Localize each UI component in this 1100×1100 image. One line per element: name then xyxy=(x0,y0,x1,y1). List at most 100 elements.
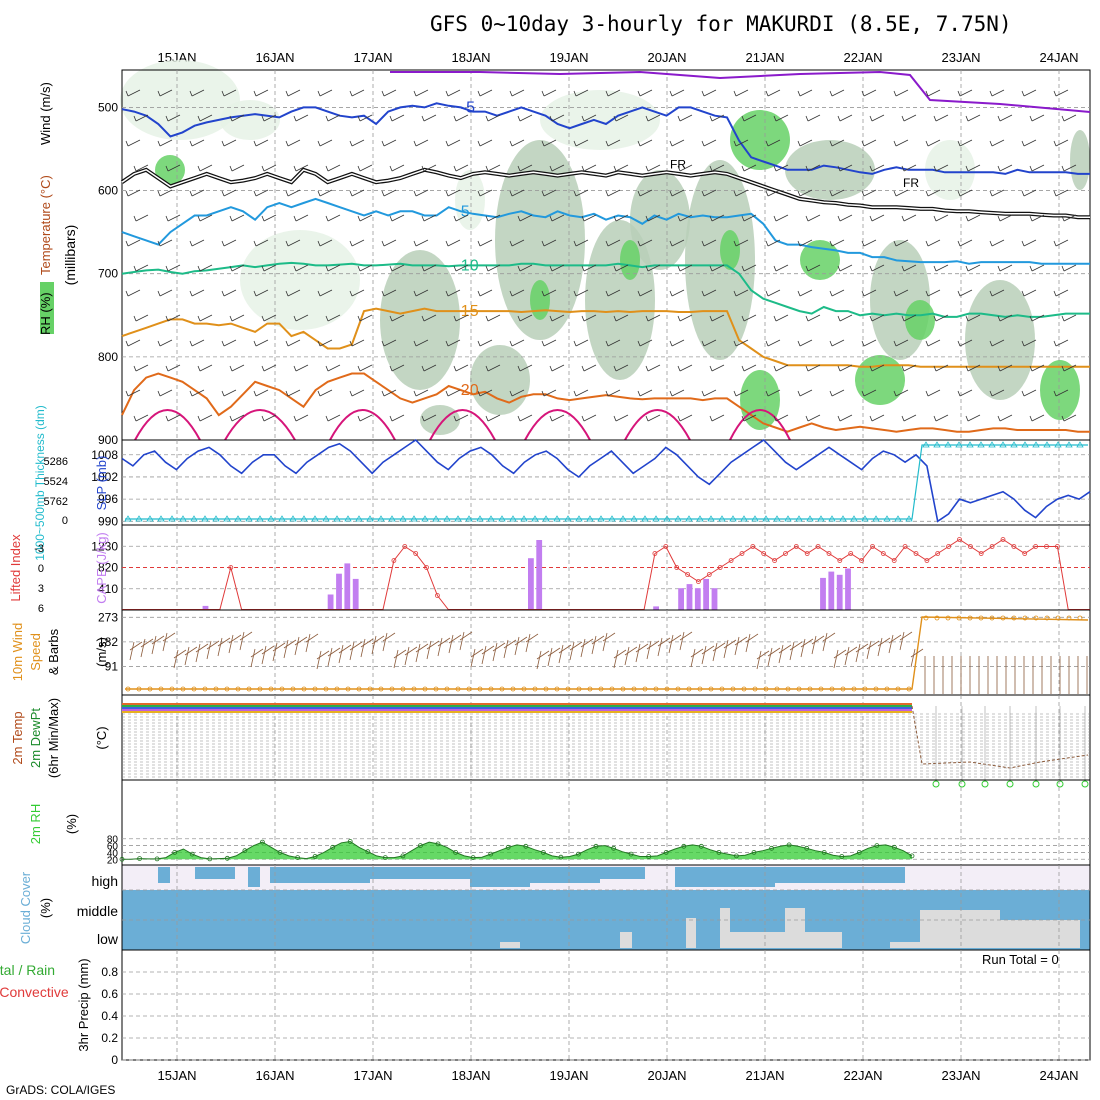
rh-legend-swatch xyxy=(40,282,54,334)
upper-barb-4-0 xyxy=(253,89,269,97)
wind-speed-marker xyxy=(1066,615,1072,621)
rh-point-48 xyxy=(540,850,546,855)
upper-barb-24-11 xyxy=(901,364,917,372)
wind-speed-marker xyxy=(945,615,951,621)
upper-barb-20-10 xyxy=(765,339,781,347)
upper-barb-8-6 xyxy=(381,239,397,247)
upper-barb-27-12 xyxy=(989,389,1005,397)
wind-panel-frame xyxy=(121,609,1091,696)
thickness-line xyxy=(124,441,1088,522)
upper-barb-2-0 xyxy=(189,89,205,97)
wind10m-barb xyxy=(206,640,220,660)
rh-blob-21 xyxy=(620,240,640,280)
wind-speed-marker xyxy=(290,686,296,692)
upper-barb-18-1 xyxy=(709,114,725,122)
thickness-marker xyxy=(872,515,880,522)
wind-speed-marker xyxy=(906,686,912,692)
upper-barb-13-1 xyxy=(549,114,565,122)
upper-barb-21-1 xyxy=(805,114,821,122)
wind-speed-marker xyxy=(543,686,549,692)
upper-barb-25-7 xyxy=(933,264,949,272)
upper-barb-14-3 xyxy=(581,164,597,172)
upper-barb-14-13 xyxy=(581,414,597,422)
temperature-legend-label: Temperature (°C) xyxy=(38,175,53,275)
wind10m-barb xyxy=(833,649,847,669)
upper-barb-26-6 xyxy=(957,239,973,247)
wind-speed-marker xyxy=(653,686,659,692)
thickness-marker xyxy=(1021,441,1029,448)
upper-barb-20-2 xyxy=(765,139,781,147)
rh-blob-14 xyxy=(1040,360,1080,420)
wind-speed-marker xyxy=(675,686,681,692)
thickness-marker xyxy=(1065,441,1073,448)
upper-barb-0-13 xyxy=(133,414,149,422)
upper-barb-8-8 xyxy=(381,289,397,297)
thickness-ytick-1: 5524 xyxy=(44,476,68,488)
lifted-point-84 xyxy=(1033,544,1038,549)
upper-barb-26-5 xyxy=(965,214,981,222)
upper-barb-10-10 xyxy=(445,339,461,347)
upper-barb-16-2 xyxy=(637,139,653,147)
upper-barb-9-1 xyxy=(421,114,437,122)
wind10m-barb xyxy=(536,650,550,670)
upper-barb-25-12 xyxy=(925,389,941,397)
wind10m-barb xyxy=(382,632,396,652)
upper-barb-15-8 xyxy=(605,289,621,297)
thickness-marker xyxy=(421,515,429,522)
upper-barb-18-6 xyxy=(701,239,717,247)
top-date-label-16JAN: 16JAN xyxy=(255,50,294,65)
wind-ytick-273: 273 xyxy=(98,610,118,624)
upper-barb-24-4 xyxy=(893,189,909,197)
cape-bar-67 xyxy=(678,588,684,610)
precip-ylabel-convective: Convective xyxy=(0,984,69,1000)
upper-barb-6-5 xyxy=(325,214,341,222)
upper-barb-18-8 xyxy=(701,289,717,297)
upper-barb-13-11 xyxy=(549,364,565,372)
upper-barb-10-11 xyxy=(453,364,469,372)
upper-barb-24-9 xyxy=(901,314,917,322)
upper-barb-14-5 xyxy=(581,214,597,222)
upper-barb-17-8 xyxy=(669,289,685,297)
thickness-marker xyxy=(388,515,396,522)
cape-bar-69 xyxy=(694,588,701,610)
wind-speed-marker xyxy=(587,686,593,692)
thickness-marker xyxy=(955,441,963,448)
upper-barb-2-6 xyxy=(189,239,205,247)
upper-barb-2-7 xyxy=(197,264,213,272)
upper-barb-15-10 xyxy=(605,339,621,347)
upper-barb-8-12 xyxy=(381,389,397,397)
wind-speed-marker xyxy=(235,686,241,692)
wind-speed-marker xyxy=(829,686,835,692)
thickness-marker xyxy=(1043,441,1051,448)
wind-speed-marker xyxy=(488,686,494,692)
upper-barb-7-9 xyxy=(357,314,373,322)
thickness-marker xyxy=(894,515,902,522)
thickness-marker xyxy=(839,515,847,522)
upper-barb-21-5 xyxy=(805,214,821,222)
wind10m-barb xyxy=(239,631,253,651)
upper-barb-1-12 xyxy=(157,389,173,397)
upper-barb-24-7 xyxy=(901,264,917,272)
lifted-point-73 xyxy=(913,551,919,556)
upper-barb-21-4 xyxy=(797,189,813,197)
wind-speed-marker xyxy=(136,686,142,692)
lifted-point-80 xyxy=(989,544,995,549)
cape-bar-84 xyxy=(820,577,826,610)
upper-barb-27-4 xyxy=(989,189,1005,197)
rh-ylabel: 2m RH xyxy=(28,804,43,844)
upper-barb-22-0 xyxy=(829,89,845,97)
precip-ylabel-total: Total / Rain xyxy=(0,962,55,978)
rh-point-10 xyxy=(207,856,213,862)
upper-barb-9-5 xyxy=(421,214,437,222)
thickness-marker xyxy=(278,515,286,522)
wind-speed-marker xyxy=(1000,615,1006,621)
lifted-point-58 xyxy=(750,544,756,549)
thickness-marker xyxy=(685,515,693,522)
thickness-marker xyxy=(977,441,985,448)
rh-blob-13 xyxy=(965,280,1035,400)
upper-barb-10-2 xyxy=(445,139,461,147)
upper-barb-4-5 xyxy=(261,214,277,222)
upper-barb-19-9 xyxy=(741,314,757,322)
upper-barb-3-6 xyxy=(221,239,237,247)
upper-barb-4-2 xyxy=(253,139,269,147)
